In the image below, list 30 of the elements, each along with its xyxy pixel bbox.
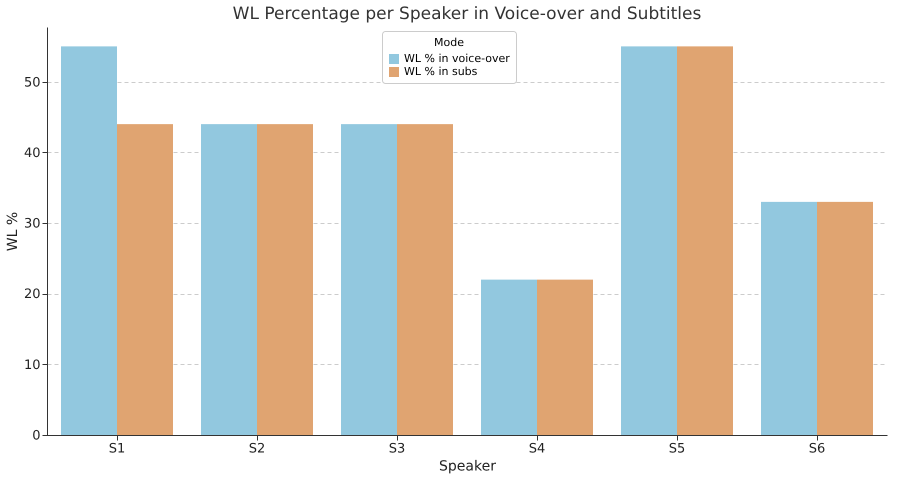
bar [117, 124, 173, 435]
x-axis-title: Speaker [439, 458, 496, 474]
y-tick-label: 20 [24, 287, 40, 302]
bar [537, 280, 593, 435]
bar [201, 124, 257, 435]
legend-label: WL % in voice-over [404, 52, 510, 65]
bar [621, 46, 677, 435]
bar [677, 46, 733, 435]
y-tick-label: 10 [24, 358, 40, 373]
x-tick-label: S3 [388, 442, 406, 456]
y-tick-label: 30 [24, 216, 40, 232]
x-tick-label: S1 [108, 442, 126, 456]
legend-label: WL % in subs [404, 65, 478, 78]
bar [817, 202, 873, 435]
bar [341, 124, 397, 435]
x-tick-label: S2 [248, 442, 266, 456]
x-tick-label: S5 [668, 442, 686, 456]
y-axis-title: WL % [4, 212, 21, 252]
bar [761, 202, 817, 435]
bar [481, 280, 537, 435]
bar [61, 46, 117, 435]
y-tick-label: 50 [24, 75, 40, 90]
chart-title: WL Percentage per Speaker in Voice-over and Subtitles [232, 4, 702, 24]
bar [397, 124, 453, 435]
x-tick-label: S6 [808, 442, 826, 456]
bar [257, 124, 313, 435]
legend-title: Mode [434, 36, 464, 49]
y-tick-label: 0 [32, 428, 40, 444]
y-tick-label: 40 [24, 146, 40, 161]
x-tick-label: S4 [528, 442, 546, 456]
